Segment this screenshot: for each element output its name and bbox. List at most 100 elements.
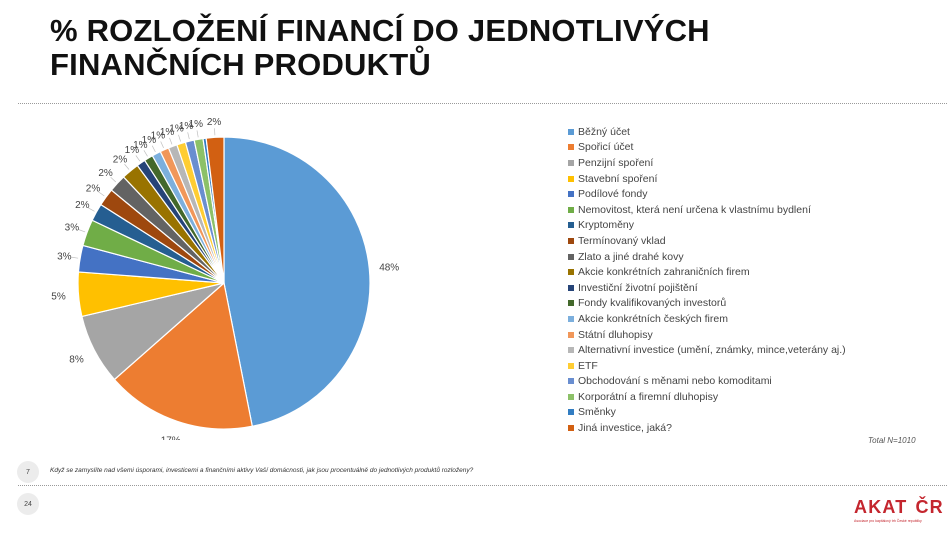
legend-label: Obchodování s měnami nebo komoditami (578, 375, 772, 388)
data-label: 1% (142, 135, 157, 146)
data-label: 2% (207, 117, 222, 128)
legend-swatch (568, 425, 574, 432)
leader-line (169, 137, 173, 145)
legend-swatch (568, 128, 574, 135)
legend-label: Investiční životní pojištění (578, 281, 698, 294)
legend-swatch (568, 315, 574, 322)
data-label: 1% (169, 124, 184, 135)
leader-line (178, 134, 181, 142)
leader-line (110, 176, 117, 183)
legend-swatch (568, 362, 574, 369)
data-label: 1% (179, 121, 194, 132)
total-note: Total N=1010 (868, 436, 916, 445)
legend-item: Stavební spoření (568, 171, 846, 187)
pie-slice (223, 136, 371, 427)
logo-text-left: AKAT (854, 497, 908, 517)
legend-label: Korporátní a firemní dluhopisy (578, 390, 719, 403)
data-label: 1% (125, 145, 140, 156)
legend-swatch (568, 159, 574, 166)
akat-logo: AKAT ČR Asociace pro kapitálový trh Česk… (854, 496, 943, 530)
data-label: 2% (113, 154, 128, 165)
data-label: 5% (51, 291, 66, 302)
leader-line (124, 163, 130, 170)
title-line-1: % ROZLOŽENÍ FINANCÍ DO JEDNOTLIVÝCH (50, 13, 710, 48)
data-label: 2% (75, 200, 90, 211)
pie-slices (77, 136, 371, 430)
legend-label: Penzijní spoření (578, 156, 654, 169)
legend-label: Akcie konkrétních zahraničních firem (578, 266, 750, 279)
data-label: 1% (133, 140, 148, 151)
label-leaders (71, 128, 216, 259)
legend-label: Akcie konkrétních českých firem (578, 312, 728, 325)
legend-item: Penzijní spoření (568, 155, 846, 171)
leader-line (135, 155, 141, 162)
leader-line (88, 207, 95, 212)
legend-swatch (568, 269, 574, 276)
legend-label: Fondy kvalifikovaných investorů (578, 297, 727, 310)
data-labels: 48%17%8%5%3%3%2%2%2%2%1%1%1%1%1%1%1%1%2% (51, 117, 399, 440)
legend-item: Směnky (568, 405, 846, 421)
legend-swatch (568, 347, 574, 354)
legend-label: Nemovitost, která není určena k vlastním… (578, 203, 811, 216)
legend-swatch (568, 378, 574, 385)
title-line-2: FINANČNÍCH PRODUKTŮ (50, 47, 431, 82)
data-label: 48% (379, 262, 399, 273)
pie-slice (113, 281, 253, 430)
leader-line (98, 191, 105, 197)
legend-item: Nemovitost, která není určena k vlastním… (568, 202, 846, 218)
legend-item: Akcie konkrétních zahraničních firem (568, 264, 846, 280)
legend-swatch (568, 393, 574, 400)
legend-swatch (568, 206, 574, 213)
legend-label: Stavební spoření (578, 172, 658, 185)
legend-label: Směnky (578, 406, 616, 419)
legend-label: Spořicí účet (578, 141, 634, 154)
legend-swatch (568, 144, 574, 151)
data-label: 3% (65, 223, 80, 234)
legend-label: Zlato a jiné drahé kovy (578, 250, 684, 263)
bottom-divider (18, 485, 947, 486)
data-label: 17% (161, 436, 181, 440)
legend-item: Termínovaný vklad (568, 233, 846, 249)
leader-line (196, 130, 199, 138)
data-label: 1% (189, 119, 204, 130)
legend-item: Investiční životní pojištění (568, 280, 846, 296)
question-text: Když se zamyslíte nad všemi úsporami, in… (50, 467, 474, 474)
legend-label: Běžný účet (578, 125, 630, 138)
question-number-badge: 7 (17, 461, 39, 483)
pie-slice (205, 136, 225, 284)
data-label: 1% (160, 127, 175, 138)
legend-item: Podílové fondy (568, 186, 846, 202)
legend-item: Spořicí účet (568, 140, 846, 156)
legend-item: Státní dluhopisy (568, 327, 846, 343)
pie-chart: 48%17%8%5%3%3%2%2%2%2%1%1%1%1%1%1%1%1%2% (51, 117, 399, 440)
legend-item: Jiná investice, jaká? (568, 420, 846, 436)
legend-swatch (568, 331, 574, 338)
legend-label: Podílové fondy (578, 188, 648, 201)
leader-line (151, 145, 156, 153)
legend-label: Termínovaný vklad (578, 234, 666, 247)
legend-swatch (568, 237, 574, 244)
legend-item: Zlato a jiné drahé kovy (568, 249, 846, 265)
leader-line (143, 150, 148, 157)
data-label: 1% (151, 131, 166, 142)
leader-line (160, 141, 164, 149)
legend-item: Akcie konkrétních českých firem (568, 311, 846, 327)
legend-label: ETF (578, 359, 598, 372)
legend-label: Kryptoměny (578, 219, 635, 232)
chart-legend: Běžný účet Spořicí účet Penzijní spoření St… (568, 124, 846, 436)
leader-line (187, 132, 190, 140)
page-number-badge: 24 (17, 493, 39, 515)
legend-label: Jiná investice, jaká? (578, 422, 672, 435)
legend-item: Běžný účet (568, 124, 846, 140)
legend-swatch (568, 300, 574, 307)
legend-item: ETF (568, 358, 846, 374)
legend-item: Alternativní investice (umění, známky, m… (568, 342, 846, 358)
legend-swatch (568, 191, 574, 198)
legend-swatch (568, 175, 574, 182)
data-label: 2% (98, 168, 113, 179)
legend-swatch (568, 253, 574, 260)
legend-label: Státní dluhopisy (578, 328, 653, 341)
leader-line (71, 256, 79, 259)
legend-swatch (568, 284, 574, 291)
legend-label: Alternativní investice (umění, známky, m… (578, 344, 846, 357)
